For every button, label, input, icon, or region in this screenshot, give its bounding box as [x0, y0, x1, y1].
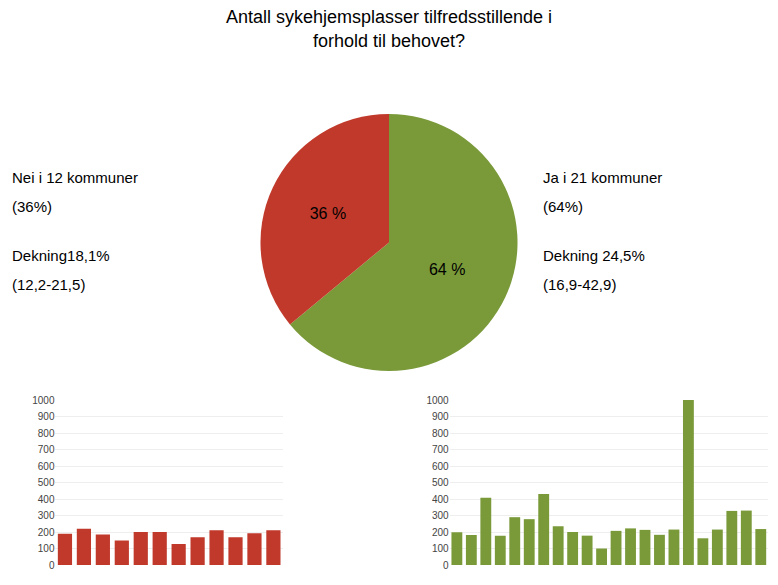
svg-text:500: 500 [432, 477, 449, 488]
svg-text:(12,2-21,5): (12,2-21,5) [12, 276, 85, 293]
svg-text:300: 300 [432, 510, 449, 521]
svg-text:700: 700 [432, 444, 449, 455]
svg-text:Dekning18,1%: Dekning18,1% [12, 247, 110, 264]
svg-text:0: 0 [443, 560, 449, 571]
svg-text:100: 100 [38, 543, 55, 554]
svg-text:600: 600 [432, 461, 449, 472]
svg-text:700: 700 [38, 444, 55, 455]
svg-text:1000: 1000 [32, 395, 55, 406]
svg-text:400: 400 [38, 494, 55, 505]
svg-text:36 %: 36 % [310, 205, 346, 222]
svg-text:200: 200 [38, 527, 55, 538]
svg-text:(36%): (36%) [12, 198, 52, 215]
svg-text:800: 800 [432, 428, 449, 439]
svg-text:0: 0 [49, 560, 55, 571]
svg-text:600: 600 [38, 461, 55, 472]
svg-text:400: 400 [432, 494, 449, 505]
svg-text:Dekning 24,5%: Dekning 24,5% [543, 247, 645, 264]
svg-text:900: 900 [38, 411, 55, 422]
svg-text:500: 500 [38, 477, 55, 488]
svg-text:300: 300 [38, 510, 55, 521]
svg-text:Antall sykehjemsplasser tilfre: Antall sykehjemsplasser tilfredsstillend… [226, 7, 552, 50]
svg-text:200: 200 [432, 527, 449, 538]
svg-text:Nei i 12 kommuner: Nei i 12 kommuner [12, 169, 138, 186]
svg-text:(16,9-42,9): (16,9-42,9) [543, 276, 616, 293]
svg-text:900: 900 [432, 411, 449, 422]
svg-text:(64%): (64%) [543, 198, 583, 215]
svg-text:1000: 1000 [426, 395, 449, 406]
svg-text:64 %: 64 % [429, 261, 465, 278]
svg-text:100: 100 [432, 543, 449, 554]
svg-text:800: 800 [38, 428, 55, 439]
svg-text:Ja i 21 kommuner: Ja i 21 kommuner [543, 169, 662, 186]
